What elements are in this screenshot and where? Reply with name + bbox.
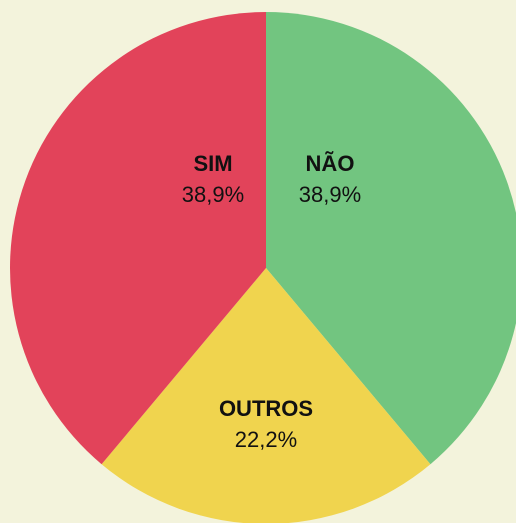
slice-value-label: 38,9% — [182, 182, 244, 207]
slice-category-label: SIM — [193, 151, 232, 176]
pie-slice — [266, 12, 516, 465]
pie-slice — [10, 12, 267, 465]
pie-slice — [101, 268, 431, 523]
slice-value-label: 38,9% — [299, 182, 361, 207]
slice-category-label: OUTROS — [219, 396, 313, 421]
slice-value-label: 22,2% — [235, 427, 297, 452]
slice-category-label: NÃO — [306, 151, 355, 176]
